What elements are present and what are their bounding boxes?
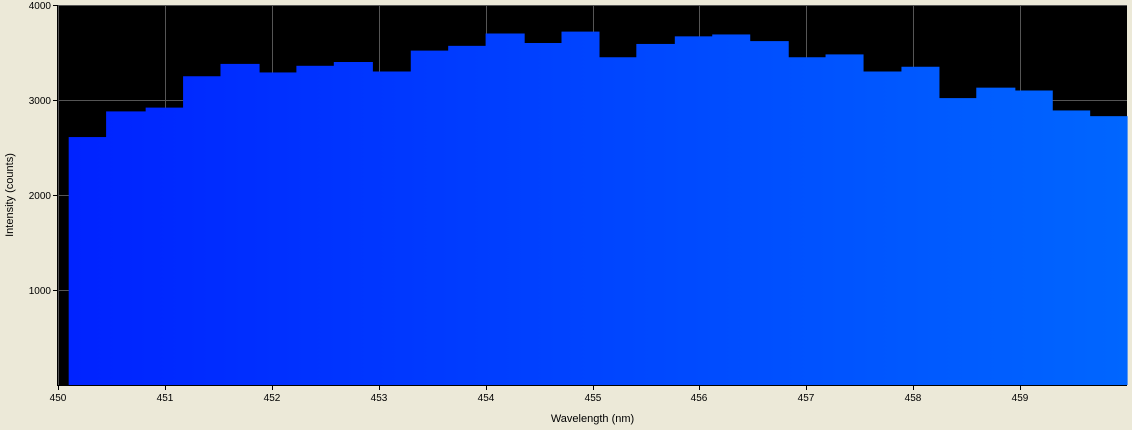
x-tick-label: 454 <box>478 393 495 404</box>
histogram-bar <box>636 43 676 385</box>
tick-marks: 450 451 452 453 454 455 456 457 458 459 1000 2000 30… <box>29 1 1029 404</box>
y-tick-label: 2000 <box>29 191 52 202</box>
histogram-bar <box>372 71 412 385</box>
histogram-bar <box>410 50 449 385</box>
histogram-bar <box>1052 110 1091 385</box>
x-tick-label: 458 <box>905 393 922 404</box>
x-tick-label: 450 <box>50 393 67 404</box>
histogram-bar <box>145 107 184 385</box>
histogram-bar <box>183 76 222 385</box>
histogram-bar <box>106 111 147 386</box>
histogram-bar <box>862 71 903 385</box>
x-tick-label: 451 <box>157 393 174 404</box>
histogram-bar <box>1014 90 1053 385</box>
histogram-bars <box>68 31 1128 386</box>
x-tick-label: 453 <box>371 393 388 404</box>
histogram-bar <box>485 33 525 385</box>
y-tick-label: 1000 <box>29 286 52 297</box>
x-tick-label: 457 <box>798 393 815 404</box>
histogram-bar <box>220 63 260 386</box>
histogram-bar <box>788 57 827 385</box>
histogram-bar <box>598 57 637 385</box>
x-tick-label: 459 <box>1012 393 1029 404</box>
histogram-bar <box>749 41 789 385</box>
histogram-bar <box>938 98 977 385</box>
histogram-bar <box>524 43 563 385</box>
x-tick-label: 456 <box>691 393 708 404</box>
histogram-bar <box>448 45 487 385</box>
histogram-bar <box>258 72 297 385</box>
histogram-bar <box>561 31 600 385</box>
x-axis-title: Wavelength (nm) <box>551 413 634 425</box>
histogram-bar <box>296 65 335 386</box>
histogram-bar <box>68 137 107 385</box>
x-tick-label: 455 <box>585 393 602 404</box>
y-tick-label: 3000 <box>29 96 52 107</box>
histogram-bar <box>901 66 940 385</box>
histogram-bar <box>1089 116 1128 386</box>
histogram-bar <box>976 87 1016 386</box>
y-tick-label: 4000 <box>29 1 52 12</box>
x-tick-label: 452 <box>264 393 281 404</box>
y-axis-title: Intensity (counts) <box>4 153 16 237</box>
histogram-bar <box>825 54 864 386</box>
histogram-bar <box>333 62 373 385</box>
histogram-bar <box>712 34 751 385</box>
histogram-bar <box>674 36 713 385</box>
